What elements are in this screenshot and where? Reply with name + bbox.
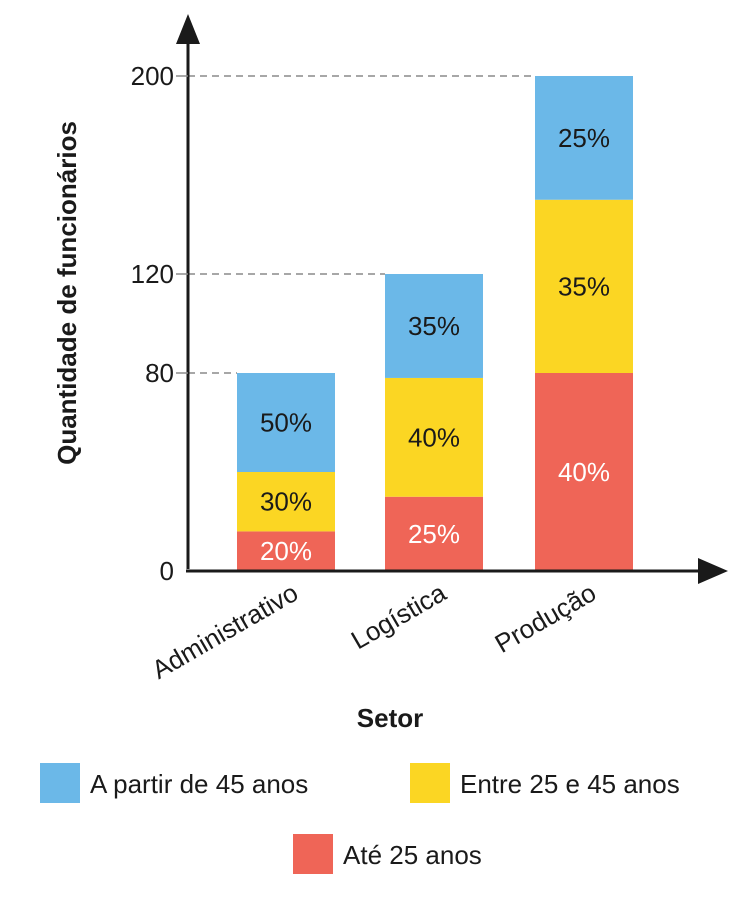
segment-percent-label: 40% — [558, 457, 610, 487]
y-tick-label: 80 — [145, 358, 174, 388]
segment-percent-label: 35% — [408, 311, 460, 341]
y-tick-label: 0 — [160, 556, 174, 586]
y-axis-title: Quantidade de funcionários — [52, 121, 82, 465]
bar-segment — [385, 377, 483, 497]
x-axis-arrow — [698, 558, 728, 584]
bar-segment — [535, 373, 633, 571]
legend: A partir de 45 anos Entre 25 e 45 anos Até… — [40, 763, 680, 874]
legend-label: Entre 25 e 45 anos — [460, 769, 680, 799]
x-category-label: Produção — [490, 577, 601, 659]
bar-segment — [385, 496, 483, 571]
segment-percent-label: 50% — [260, 408, 312, 438]
x-axis-title: Setor — [357, 703, 423, 733]
legend-label: A partir de 45 anos — [90, 769, 308, 799]
legend-swatch — [40, 763, 80, 803]
grid-layer — [188, 75, 535, 374]
legend-swatch — [293, 834, 333, 874]
bar-segment — [237, 531, 335, 571]
y-axis-arrow — [176, 14, 200, 44]
bars-layer: 20% 30% 50% 25% 40% 35% 40% 35% 25% — [237, 76, 633, 571]
bar-segment — [535, 76, 633, 200]
x-category-labels: Administrativo Logística Produção — [147, 577, 601, 685]
y-tick-label: 120 — [131, 259, 174, 289]
segment-percent-label: 40% — [408, 422, 460, 452]
bar-segment — [385, 274, 483, 378]
segment-percent-label: 35% — [558, 271, 610, 301]
y-tick-label: 200 — [131, 61, 174, 91]
x-category-label: Administrativo — [147, 577, 303, 685]
segment-percent-label: 30% — [260, 487, 312, 517]
y-tick-labels: 0 80 120 200 — [131, 61, 188, 586]
bar-segment — [535, 199, 633, 373]
segment-percent-label: 20% — [260, 536, 312, 566]
legend-label: Até 25 anos — [343, 840, 482, 870]
axes-layer — [176, 14, 728, 584]
segment-percent-label: 25% — [558, 123, 610, 153]
bar-segment — [237, 472, 335, 532]
bar-segment — [237, 373, 335, 472]
legend-swatch — [410, 763, 450, 803]
x-category-label: Logística — [346, 577, 452, 655]
segment-percent-label: 25% — [408, 519, 460, 549]
